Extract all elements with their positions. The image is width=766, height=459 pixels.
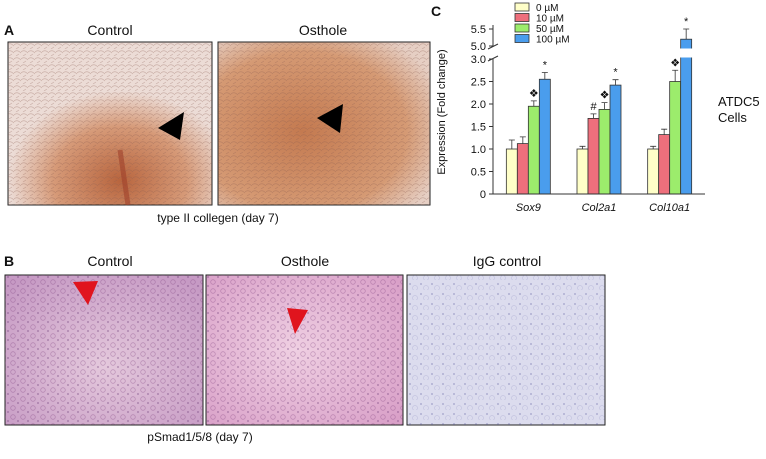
image-title: Control bbox=[87, 22, 132, 38]
legend-label: 10 µM bbox=[536, 14, 564, 25]
legend-swatch bbox=[514, 23, 530, 33]
x-tick-label: Col2a1 bbox=[582, 202, 617, 214]
significance-marker: ❖ bbox=[670, 57, 680, 69]
bar bbox=[505, 148, 518, 195]
legend-label: 100 µM bbox=[536, 35, 570, 46]
significance-marker: * bbox=[543, 60, 548, 72]
y-tick-label: 5.0 bbox=[471, 41, 486, 53]
x-tick-label: Sox9 bbox=[516, 202, 541, 214]
panel-label: A bbox=[4, 22, 14, 38]
y-tick-label: 1.5 bbox=[471, 122, 486, 134]
side-label: ATDC5 bbox=[718, 94, 760, 109]
error-bar bbox=[508, 139, 515, 149]
image-title: IgG control bbox=[473, 253, 541, 269]
bar bbox=[538, 78, 551, 195]
y-tick-label: 2.0 bbox=[471, 99, 486, 111]
error-bar bbox=[579, 145, 586, 149]
bar bbox=[609, 84, 622, 195]
micrograph bbox=[217, 41, 431, 206]
bar bbox=[576, 148, 589, 195]
bar bbox=[527, 105, 540, 195]
image-title: Osthole bbox=[299, 22, 347, 38]
bar bbox=[516, 143, 529, 195]
micrograph bbox=[205, 274, 404, 426]
significance-marker: ❖ bbox=[600, 90, 610, 102]
bar bbox=[680, 38, 693, 195]
error-bar bbox=[530, 100, 537, 107]
legend-label: 50 µM bbox=[536, 24, 564, 35]
bar bbox=[647, 148, 660, 195]
image-title: Control bbox=[87, 253, 132, 269]
image-title: Osthole bbox=[281, 253, 329, 269]
y-tick-label: 0.5 bbox=[471, 167, 486, 179]
axis-break-gap bbox=[487, 48, 707, 58]
micrograph bbox=[7, 41, 213, 206]
x-tick-label: Col10a1 bbox=[649, 202, 690, 214]
y-tick-label: 1.0 bbox=[471, 144, 486, 156]
error-bar bbox=[672, 69, 679, 82]
legend-swatch bbox=[514, 2, 530, 12]
error-bar bbox=[541, 72, 548, 80]
micrograph bbox=[406, 274, 606, 426]
bar bbox=[598, 109, 611, 195]
bar bbox=[658, 134, 671, 195]
y-tick-label: 2.5 bbox=[471, 77, 486, 89]
legend-label: 0 µM bbox=[536, 3, 558, 14]
caption: pSmad1/5/8 (day 7) bbox=[147, 430, 252, 444]
y-tick-label: 5.5 bbox=[471, 24, 486, 36]
side-label: Cells bbox=[718, 110, 747, 125]
error-bar bbox=[590, 113, 597, 119]
significance-marker: ❖ bbox=[529, 88, 539, 100]
significance-marker: * bbox=[684, 16, 689, 28]
bar bbox=[587, 118, 600, 195]
y-axis-title: Expression (Fold change) bbox=[436, 49, 448, 174]
significance-marker: # bbox=[590, 101, 597, 113]
micrograph bbox=[4, 274, 204, 426]
caption: type II collegen (day 7) bbox=[157, 211, 278, 225]
error-bar bbox=[683, 28, 690, 40]
significance-marker: * bbox=[613, 67, 618, 79]
panel-label: B bbox=[4, 253, 14, 269]
panel-label: C bbox=[431, 3, 441, 19]
error-bar bbox=[661, 128, 668, 135]
error-bar bbox=[650, 145, 657, 149]
y-tick-label: 0 bbox=[480, 189, 486, 201]
y-tick-label: 3.0 bbox=[471, 54, 486, 66]
legend-swatch bbox=[514, 13, 530, 22]
bar bbox=[669, 81, 682, 195]
error-bar bbox=[519, 136, 526, 144]
error-bar bbox=[612, 79, 619, 86]
legend-swatch bbox=[514, 34, 530, 43]
error-bar bbox=[601, 102, 608, 110]
